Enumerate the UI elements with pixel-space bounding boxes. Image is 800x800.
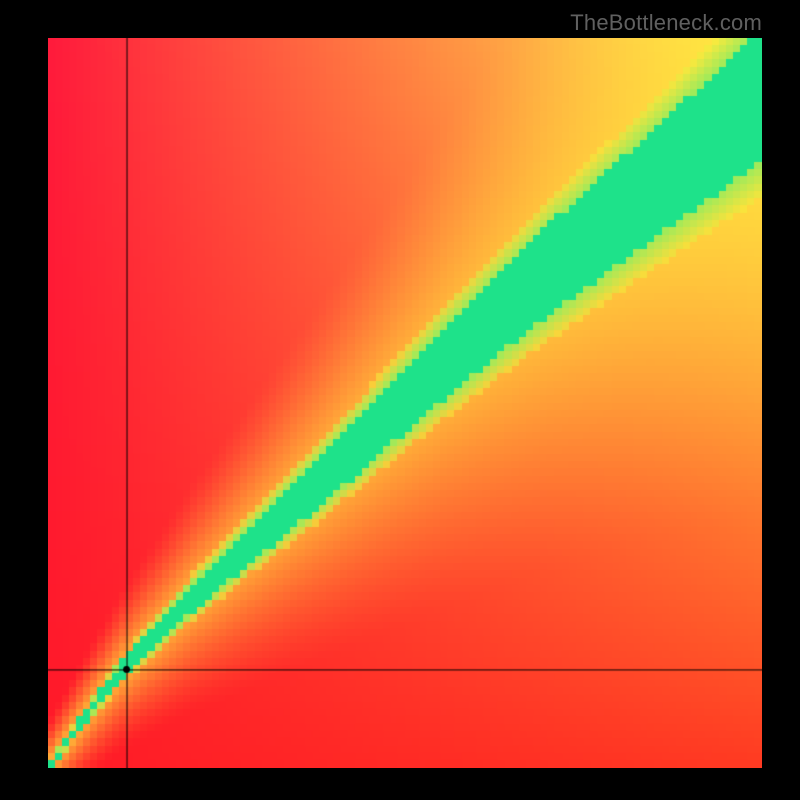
- heatmap-plot: [48, 38, 762, 768]
- chart-container: TheBottleneck.com: [0, 0, 800, 800]
- watermark-text: TheBottleneck.com: [570, 10, 762, 36]
